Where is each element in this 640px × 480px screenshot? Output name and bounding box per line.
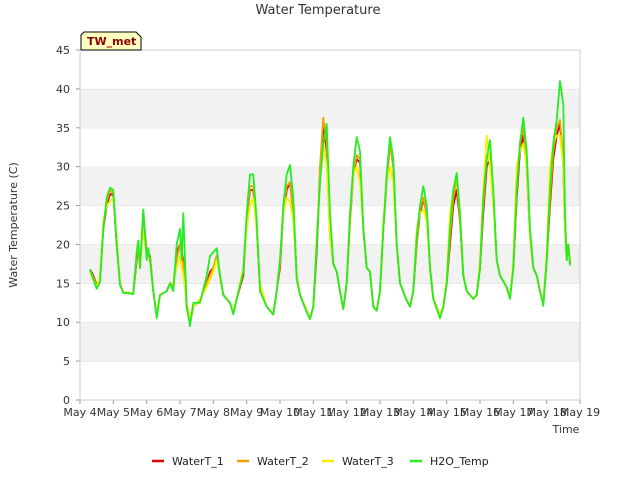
y-tick-label: 5 [63, 355, 70, 368]
x-tick-label: May 4 [63, 406, 96, 419]
x-tick-label: May 5 [97, 406, 130, 419]
y-axis-ticks: 0 5 10 15 20 25 30 35 40 45 [56, 44, 80, 407]
legend-label: H2O_Temp [430, 455, 489, 468]
legend-item: WaterT_3 [322, 455, 394, 468]
x-tick-label: May 15 [427, 406, 467, 419]
x-tick-label: May 13 [360, 406, 400, 419]
series-lines [89, 80, 571, 328]
x-tick-label: May 14 [393, 406, 433, 419]
legend: WaterT_1 WaterT_2 WaterT_3 H2O_Temp [152, 455, 489, 468]
y-tick-label: 45 [56, 44, 70, 57]
grid-band [80, 244, 580, 284]
legend-item: H2O_Temp [410, 455, 489, 468]
legend-label: WaterT_1 [172, 455, 224, 468]
x-tick-label: May 11 [293, 406, 333, 419]
x-tick-label: May 7 [163, 406, 196, 419]
y-tick-label: 0 [63, 394, 70, 407]
grid-band [80, 50, 580, 89]
plot-border [79, 49, 581, 401]
y-tick-label: 20 [56, 238, 70, 251]
badge-label: TW_met [87, 35, 136, 48]
grid-band [80, 88, 580, 128]
x-tick-label: May 17 [493, 406, 533, 419]
legend-label: WaterT_2 [257, 455, 309, 468]
y-tick-label: 35 [56, 122, 70, 135]
series-line-h2o-temp [89, 80, 571, 328]
grid-band [80, 283, 580, 323]
y-tick-label: 15 [56, 277, 70, 290]
badge-box [80, 31, 142, 51]
legend-item: WaterT_1 [152, 455, 224, 468]
y-tick-label: 25 [56, 200, 70, 213]
tw-met-badge: TW_met [80, 31, 142, 51]
y-tick-label: 40 [56, 83, 70, 96]
x-axis-label: Time [552, 423, 580, 436]
x-tick-label: May 16 [460, 406, 500, 419]
y-tick-label: 30 [56, 161, 70, 174]
x-tick-label: May 10 [260, 406, 300, 419]
chart-title: Water Temperature [256, 3, 381, 18]
x-tick-label: May 12 [327, 406, 367, 419]
y-tick-label: 10 [56, 316, 70, 329]
x-tick-label: May 8 [197, 406, 230, 419]
x-tick-label: May 19 [560, 406, 600, 419]
x-tick-label: May 9 [230, 406, 263, 419]
grid-band [80, 361, 580, 400]
legend-label: WaterT_3 [342, 455, 394, 468]
grid-band [80, 322, 580, 362]
y-axis-label: Water Temperature (C) [7, 162, 20, 287]
grid-band [80, 127, 580, 167]
legend-item: WaterT_2 [237, 455, 309, 468]
x-tick-label: May 6 [130, 406, 163, 419]
x-tick-label: May 18 [527, 406, 567, 419]
